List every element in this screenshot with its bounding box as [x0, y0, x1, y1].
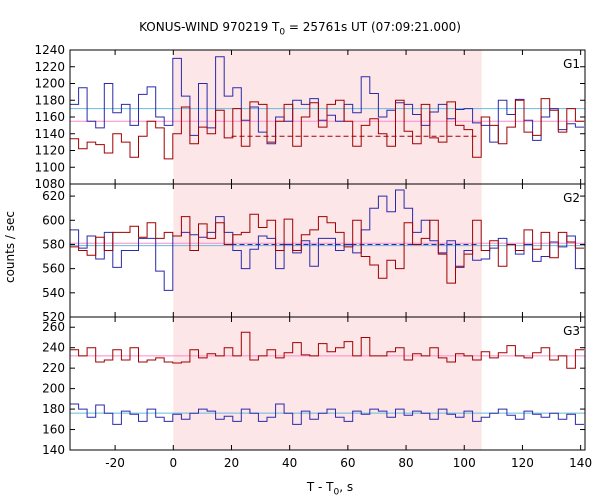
y-axis-label: counts / sec — [3, 211, 17, 284]
y-tick-label: 140 — [42, 443, 65, 457]
panel-plot-area — [70, 189, 585, 291]
x-tick-label: 0 — [169, 456, 177, 470]
panel-plot-area — [70, 331, 585, 425]
y-tick-label: 1200 — [34, 77, 65, 91]
series-dark-red — [70, 98, 584, 160]
y-tick-label: 200 — [42, 382, 65, 396]
x-tick-label: 140 — [569, 456, 592, 470]
y-tick-label: 520 — [42, 310, 65, 324]
burst-interval-shade — [173, 317, 482, 450]
panel-g1: 1080 1100 1120 1140 1160 1180 1200 1220 1240 G1 — [34, 43, 586, 191]
panel-g3: 140 160 180 200 220 240 260 G3 -20 0 20 40 60 80 100 12… — [42, 316, 592, 470]
x-tick-label: 40 — [282, 456, 297, 470]
y-tick-label: 260 — [42, 320, 65, 334]
panel-plot-area — [70, 56, 585, 160]
y-tick-label: 560 — [42, 262, 65, 276]
series-dark-red — [70, 213, 584, 284]
y-tick-label: 1180 — [34, 93, 65, 107]
y-tick-label: 160 — [42, 423, 65, 437]
y-tick-label: 1140 — [34, 127, 65, 141]
y-tick-label: 1120 — [34, 144, 65, 158]
y-tick-label: 540 — [42, 286, 65, 300]
series-dark-red — [70, 331, 584, 369]
y-tick-label: 1160 — [34, 110, 65, 124]
y-tick-label: 600 — [42, 213, 65, 227]
x-tick-label: 60 — [340, 456, 355, 470]
y-tick-label: 1080 — [34, 177, 65, 191]
burst-interval-shade — [173, 184, 482, 317]
y-tick-label: 1220 — [34, 60, 65, 74]
y-tick-label: 1100 — [34, 160, 65, 174]
panel-label: G2 — [563, 191, 580, 205]
chart-title: KONUS-WIND 970219 T0 = 25761s UT (07:09:… — [139, 20, 461, 38]
x-axis-label: T - T0, s — [306, 480, 354, 498]
panel-label: G3 — [563, 324, 580, 338]
panel-g2: 520 540 560 580 600 620 G2 — [42, 183, 586, 324]
series-dark-blue — [70, 403, 584, 425]
y-tick-label: 180 — [42, 402, 65, 416]
panel-label: G1 — [563, 57, 580, 71]
x-tick-label: -20 — [105, 456, 125, 470]
x-tick-label: 100 — [453, 456, 476, 470]
y-tick-label: 1240 — [34, 43, 65, 57]
y-tick-label: 220 — [42, 361, 65, 375]
x-tick-label: 120 — [511, 456, 534, 470]
x-tick-label: 20 — [224, 456, 239, 470]
y-tick-label: 240 — [42, 341, 65, 355]
x-tick-label: 80 — [398, 456, 413, 470]
y-tick-label: 580 — [42, 237, 65, 251]
y-tick-label: 620 — [42, 189, 65, 203]
panel-frame — [69, 316, 586, 451]
